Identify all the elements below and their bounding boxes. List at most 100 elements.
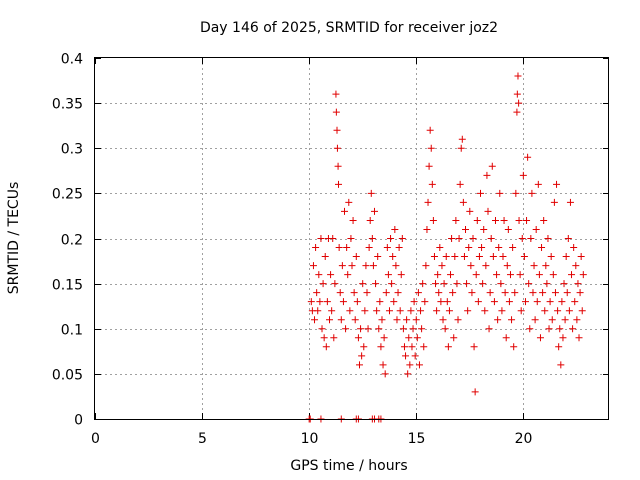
data-point (513, 108, 521, 116)
data-point (579, 271, 587, 279)
data-point (313, 289, 321, 297)
y-tick-label: 0.4 (61, 52, 83, 68)
data-point (341, 207, 349, 215)
data-point (541, 307, 549, 315)
data-point (412, 316, 420, 324)
data-point (345, 198, 353, 206)
data-point (432, 280, 440, 288)
data-point (566, 198, 574, 206)
data-point (559, 334, 567, 342)
data-point (562, 253, 570, 261)
data-point (509, 244, 517, 252)
data-point (477, 189, 484, 197)
data-point (344, 271, 352, 279)
data-point (369, 262, 377, 270)
data-point (332, 90, 340, 98)
data-point (473, 216, 481, 224)
data-point (574, 280, 582, 288)
data-point (486, 289, 494, 297)
data-point (362, 262, 370, 270)
data-point (418, 325, 426, 333)
data-point (333, 144, 341, 152)
data-point (307, 298, 315, 306)
data-point (374, 253, 382, 261)
data-point (376, 298, 384, 306)
data-point (309, 262, 317, 270)
data-point (414, 289, 422, 297)
data-point (315, 271, 323, 279)
data-point (360, 343, 368, 351)
data-point (571, 298, 579, 306)
data-point (525, 280, 533, 288)
data-point (355, 361, 363, 369)
data-point (419, 280, 427, 288)
data-point (491, 216, 499, 224)
y-tick-label: 0.2 (61, 233, 83, 249)
data-point (515, 99, 523, 107)
data-point (407, 307, 415, 315)
data-point (471, 388, 479, 396)
data-point (409, 325, 417, 333)
data-point (391, 225, 399, 233)
data-point (365, 244, 373, 252)
data-point (468, 289, 476, 297)
data-point (394, 289, 402, 297)
data-point (549, 271, 557, 279)
data-point (400, 343, 408, 351)
data-point (395, 244, 403, 252)
data-point (493, 271, 501, 279)
data-point (322, 343, 330, 351)
data-point (452, 216, 460, 224)
data-point (544, 235, 552, 242)
data-point (512, 189, 520, 197)
data-point (379, 361, 387, 369)
data-point (339, 298, 347, 306)
data-point (474, 298, 482, 306)
data-point (417, 307, 425, 315)
data-point (361, 307, 369, 315)
data-point (349, 216, 357, 224)
data-point (520, 253, 528, 261)
data-point (353, 298, 361, 306)
data-point (358, 352, 366, 360)
data-point (316, 298, 324, 306)
data-point (511, 289, 519, 297)
data-point (447, 271, 455, 279)
data-point (331, 280, 339, 288)
data-point (563, 289, 571, 297)
data-point (405, 334, 413, 342)
data-point (494, 316, 502, 324)
data-point (500, 216, 508, 224)
data-point (460, 253, 468, 261)
data-point (434, 271, 442, 279)
data-point (335, 244, 343, 252)
data-point (368, 235, 376, 242)
data-point (425, 162, 433, 170)
data-point (428, 180, 436, 188)
data-point (372, 280, 380, 288)
data-point (535, 271, 543, 279)
y-tick-label: 0 (74, 413, 83, 429)
data-point (462, 225, 470, 233)
data-point (555, 343, 563, 351)
data-point (393, 316, 401, 324)
data-point (403, 316, 411, 324)
data-point (534, 180, 542, 188)
data-point (557, 361, 565, 369)
data-point (323, 298, 331, 306)
data-point (498, 307, 506, 315)
data-point (348, 262, 356, 270)
x-tick-label: 15 (408, 431, 426, 447)
data-point (469, 235, 477, 242)
data-point (338, 262, 346, 270)
data-point (314, 307, 322, 315)
data-point (485, 325, 493, 333)
data-point (397, 271, 405, 279)
data-point (320, 334, 328, 342)
data-point (518, 235, 526, 242)
data-point (480, 225, 488, 233)
data-point (577, 253, 585, 261)
data-point (483, 171, 491, 179)
data-point (424, 198, 432, 206)
x-tick-label: 10 (301, 431, 319, 447)
